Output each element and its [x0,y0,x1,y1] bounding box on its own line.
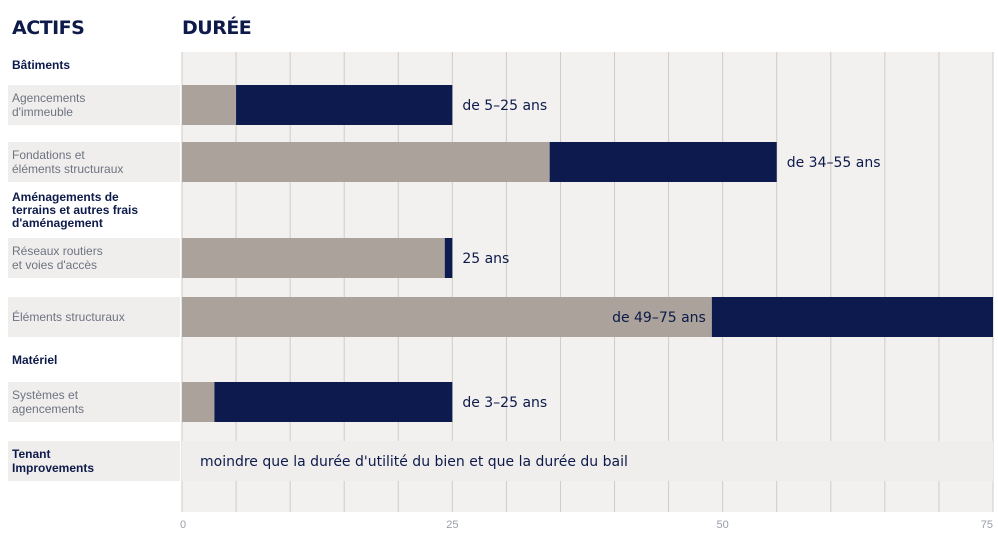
row-label-bg [8,441,180,481]
row-label-bg [8,142,180,182]
bar-min-segment [182,85,237,125]
row-label: Fondations et [12,148,85,162]
bar-min-segment [182,297,712,337]
row-label: d'immeuble [12,105,73,119]
row-label: Réseaux routiers [12,244,103,258]
note-row-label: Tenant [12,447,50,461]
bar-min-segment [182,238,445,278]
duration-header: DURÉE [182,16,251,39]
bar-min-segment [182,382,215,422]
row-label: Agencements [12,91,85,105]
category-label: Matériel [12,353,57,367]
bar-min-segment [182,142,550,182]
x-tick-label: 25 [446,519,458,531]
x-tick-label: 50 [717,519,729,531]
row-label-bg [8,85,180,125]
row-label: Éléments structuraux [12,309,125,324]
row-label: éléments structuraux [12,162,123,176]
bar-range-segment [214,382,453,422]
bar-range-segment [549,142,777,182]
row-label: agencements [12,402,84,416]
row-label-bg [8,297,180,337]
category-label: terrains et autres frais [12,203,138,217]
row-label: et voies d'accès [12,258,97,272]
row-label-bg [8,238,180,278]
bar-value-label: de 3–25 ans [462,395,547,411]
category-label: d'aménagement [12,216,103,230]
row-label-bg [8,382,180,422]
category-label: Bâtiments [12,58,70,72]
x-tick-label: 75 [981,519,993,531]
bar-value-label: de 49–75 ans [612,310,706,326]
assets-header: ACTIFS [12,17,84,39]
note-row-label: Improvements [12,461,94,475]
note-text: moindre que la durée d'utilité du bien e… [200,454,628,470]
category-label: Aménagements de [12,190,119,204]
bar-value-label: 25 ans [462,251,509,267]
bar-value-label: de 5–25 ans [462,98,547,114]
bar-range-segment [444,238,453,278]
row-label: Systèmes et [12,388,79,402]
bar-value-label: de 34–55 ans [787,155,881,171]
plot-area [182,52,993,512]
note-row-bg [182,441,993,481]
bar-range-segment [711,297,993,337]
x-tick-label: 0 [180,519,186,531]
bar-range-segment [236,85,453,125]
